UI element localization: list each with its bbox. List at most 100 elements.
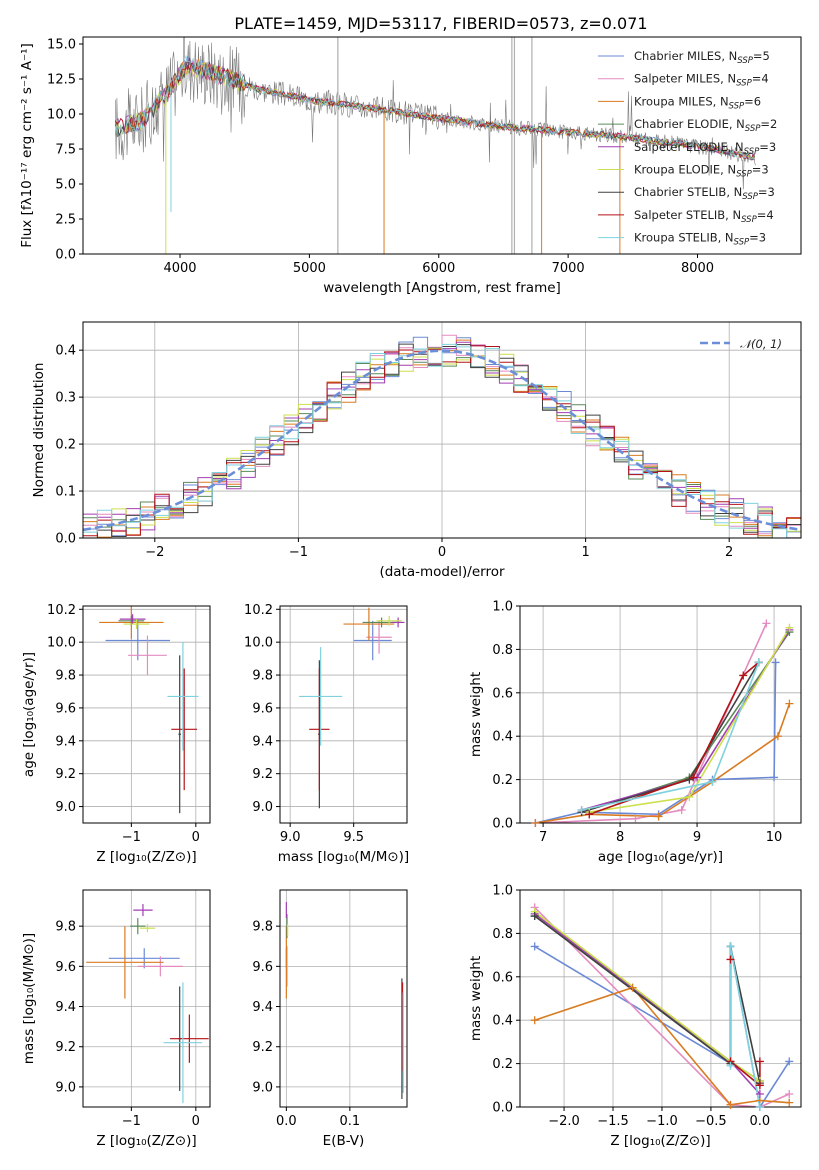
data-point xyxy=(299,647,343,746)
y-tick-label: 0.2 xyxy=(492,1057,513,1072)
series-line xyxy=(729,946,761,1107)
series-marker xyxy=(773,732,782,741)
axes-frame xyxy=(82,889,211,1108)
x-tick-label: 0.1 xyxy=(340,1114,361,1129)
y-tick-label: 10.2 xyxy=(47,603,76,618)
y-tick: 9.0 xyxy=(252,1080,280,1095)
y-tick: 0.6 xyxy=(492,686,520,701)
plot-area xyxy=(285,902,404,1099)
y-tick: 9.6 xyxy=(55,701,83,716)
x-tick-label: 9.0 xyxy=(280,830,301,845)
y-tick: 9.6 xyxy=(55,960,83,975)
y-tick: 2.5 xyxy=(55,213,83,228)
legend-label-tail: =3 xyxy=(752,163,769,177)
data-point xyxy=(105,620,171,661)
y-tick: 10.0 xyxy=(244,636,280,651)
x-tick: 9.0 xyxy=(280,823,301,845)
legend-label-sub: SSP xyxy=(745,124,761,134)
data-point xyxy=(130,918,146,935)
y-axis-label: mass weight xyxy=(468,672,484,757)
legend-label: Salpeter STELIB, NSSP=4 xyxy=(634,208,774,225)
panel-age_vs_mass: 9.0 9.5 9.0 9.2 9.4 9.6 9.8 10.0 10.2 mass [log₁₀… xyxy=(244,603,409,865)
series-marker xyxy=(677,805,686,814)
axes-frame xyxy=(519,889,802,1108)
x-tick: 1 xyxy=(581,538,590,560)
data-point xyxy=(171,668,198,791)
legend-label-tail: =4 xyxy=(752,72,769,86)
y-tick-label: 9.2 xyxy=(252,767,273,782)
y-tick-label: 9.6 xyxy=(252,701,273,716)
data-point xyxy=(167,642,199,751)
series-line xyxy=(535,662,777,823)
y-tick-label: 9.0 xyxy=(252,1080,273,1095)
y-tick-label: 9.2 xyxy=(55,1040,76,1055)
y-tick-label: 0.0 xyxy=(492,817,513,832)
series-marker xyxy=(628,983,637,992)
y-tick-label: 9.6 xyxy=(55,960,76,975)
x-axis-label: Z [log₁₀(Z/Z⊙)] xyxy=(96,849,196,865)
series-marker xyxy=(708,777,717,786)
data-point xyxy=(108,948,180,969)
data-point xyxy=(178,655,181,814)
legend-label-base: Chabrier MILES, N xyxy=(634,49,737,63)
x-tick: 7 xyxy=(539,823,547,845)
x-axis-label: mass [log₁₀(M/M⊙)] xyxy=(278,849,409,865)
data-point xyxy=(163,982,203,1103)
x-axis-label: Z [log₁₀(Z/Z⊙)] xyxy=(96,1133,196,1149)
y-tick-label: 9.8 xyxy=(55,669,76,684)
y-tick: 10.0 xyxy=(47,108,83,123)
y-tick-label: 12.5 xyxy=(47,73,76,88)
series-marker xyxy=(530,942,539,951)
y-tick-label: 9.4 xyxy=(252,734,273,749)
y-tick-label: 9.4 xyxy=(55,1000,76,1015)
plot-area xyxy=(99,606,199,814)
x-tick-label: 4000 xyxy=(163,261,196,276)
x-tick: 0.0 xyxy=(276,1107,297,1129)
axes-frame xyxy=(82,605,211,824)
x-tick-label: −2.0 xyxy=(548,1114,580,1129)
x-tick: 5000 xyxy=(293,254,326,276)
series-marker xyxy=(785,623,794,632)
legend-label-base: Salpeter ELODIE, N xyxy=(634,140,744,154)
y-tick: 15.0 xyxy=(47,38,83,53)
series-marker xyxy=(755,1057,764,1066)
x-tick-label: 0 xyxy=(438,545,446,560)
x-tick-label: 8 xyxy=(616,830,624,845)
legend-label-normal: 𝒩(0, 1) xyxy=(740,337,782,351)
series-marker xyxy=(770,773,779,782)
y-tick: 9.4 xyxy=(252,734,280,749)
y-tick: 9.4 xyxy=(252,1000,280,1015)
series-marker xyxy=(726,1100,735,1109)
y-tick: 7.5 xyxy=(55,143,83,158)
series-marker xyxy=(631,814,640,823)
legend-label: Chabrier MILES, NSSP=5 xyxy=(634,49,770,66)
x-tick: −0.5 xyxy=(695,1107,727,1129)
series-marker xyxy=(689,773,698,782)
legend-label-tail: =3 xyxy=(749,231,766,245)
y-tick: 9.8 xyxy=(55,920,83,935)
y-tick-label: 9.6 xyxy=(252,960,273,975)
series-marker xyxy=(585,810,594,819)
y-tick: 0.4 xyxy=(492,1014,520,1029)
x-tick: −1 xyxy=(122,1107,141,1129)
x-tick: −1.5 xyxy=(597,1107,629,1129)
y-tick: 9.2 xyxy=(55,1040,83,1055)
x-tick: 0 xyxy=(192,823,200,845)
y-tick-label: 0.4 xyxy=(55,344,76,359)
legend-label: Chabrier ELODIE, NSSP=2 xyxy=(634,117,777,134)
x-tick-label: −1.5 xyxy=(597,1114,629,1129)
y-tick-label: 9.0 xyxy=(252,800,273,815)
data-point xyxy=(343,607,395,641)
axes-frame xyxy=(279,605,408,824)
y-tick: 9.4 xyxy=(55,1000,83,1015)
y-tick-label: 0.4 xyxy=(492,1014,513,1029)
legend-label-base: Salpeter MILES, N xyxy=(634,72,736,86)
y-tick-label: 9.8 xyxy=(252,920,273,935)
legend-label-tail: =3 xyxy=(758,185,775,199)
y-tick: 9.6 xyxy=(252,701,280,716)
x-tick: 9.5 xyxy=(343,823,364,845)
legend-label-tail: =4 xyxy=(757,208,774,222)
series-marker xyxy=(785,1098,794,1107)
legend-label-sub: SSP xyxy=(736,79,752,89)
data-point xyxy=(137,956,183,977)
